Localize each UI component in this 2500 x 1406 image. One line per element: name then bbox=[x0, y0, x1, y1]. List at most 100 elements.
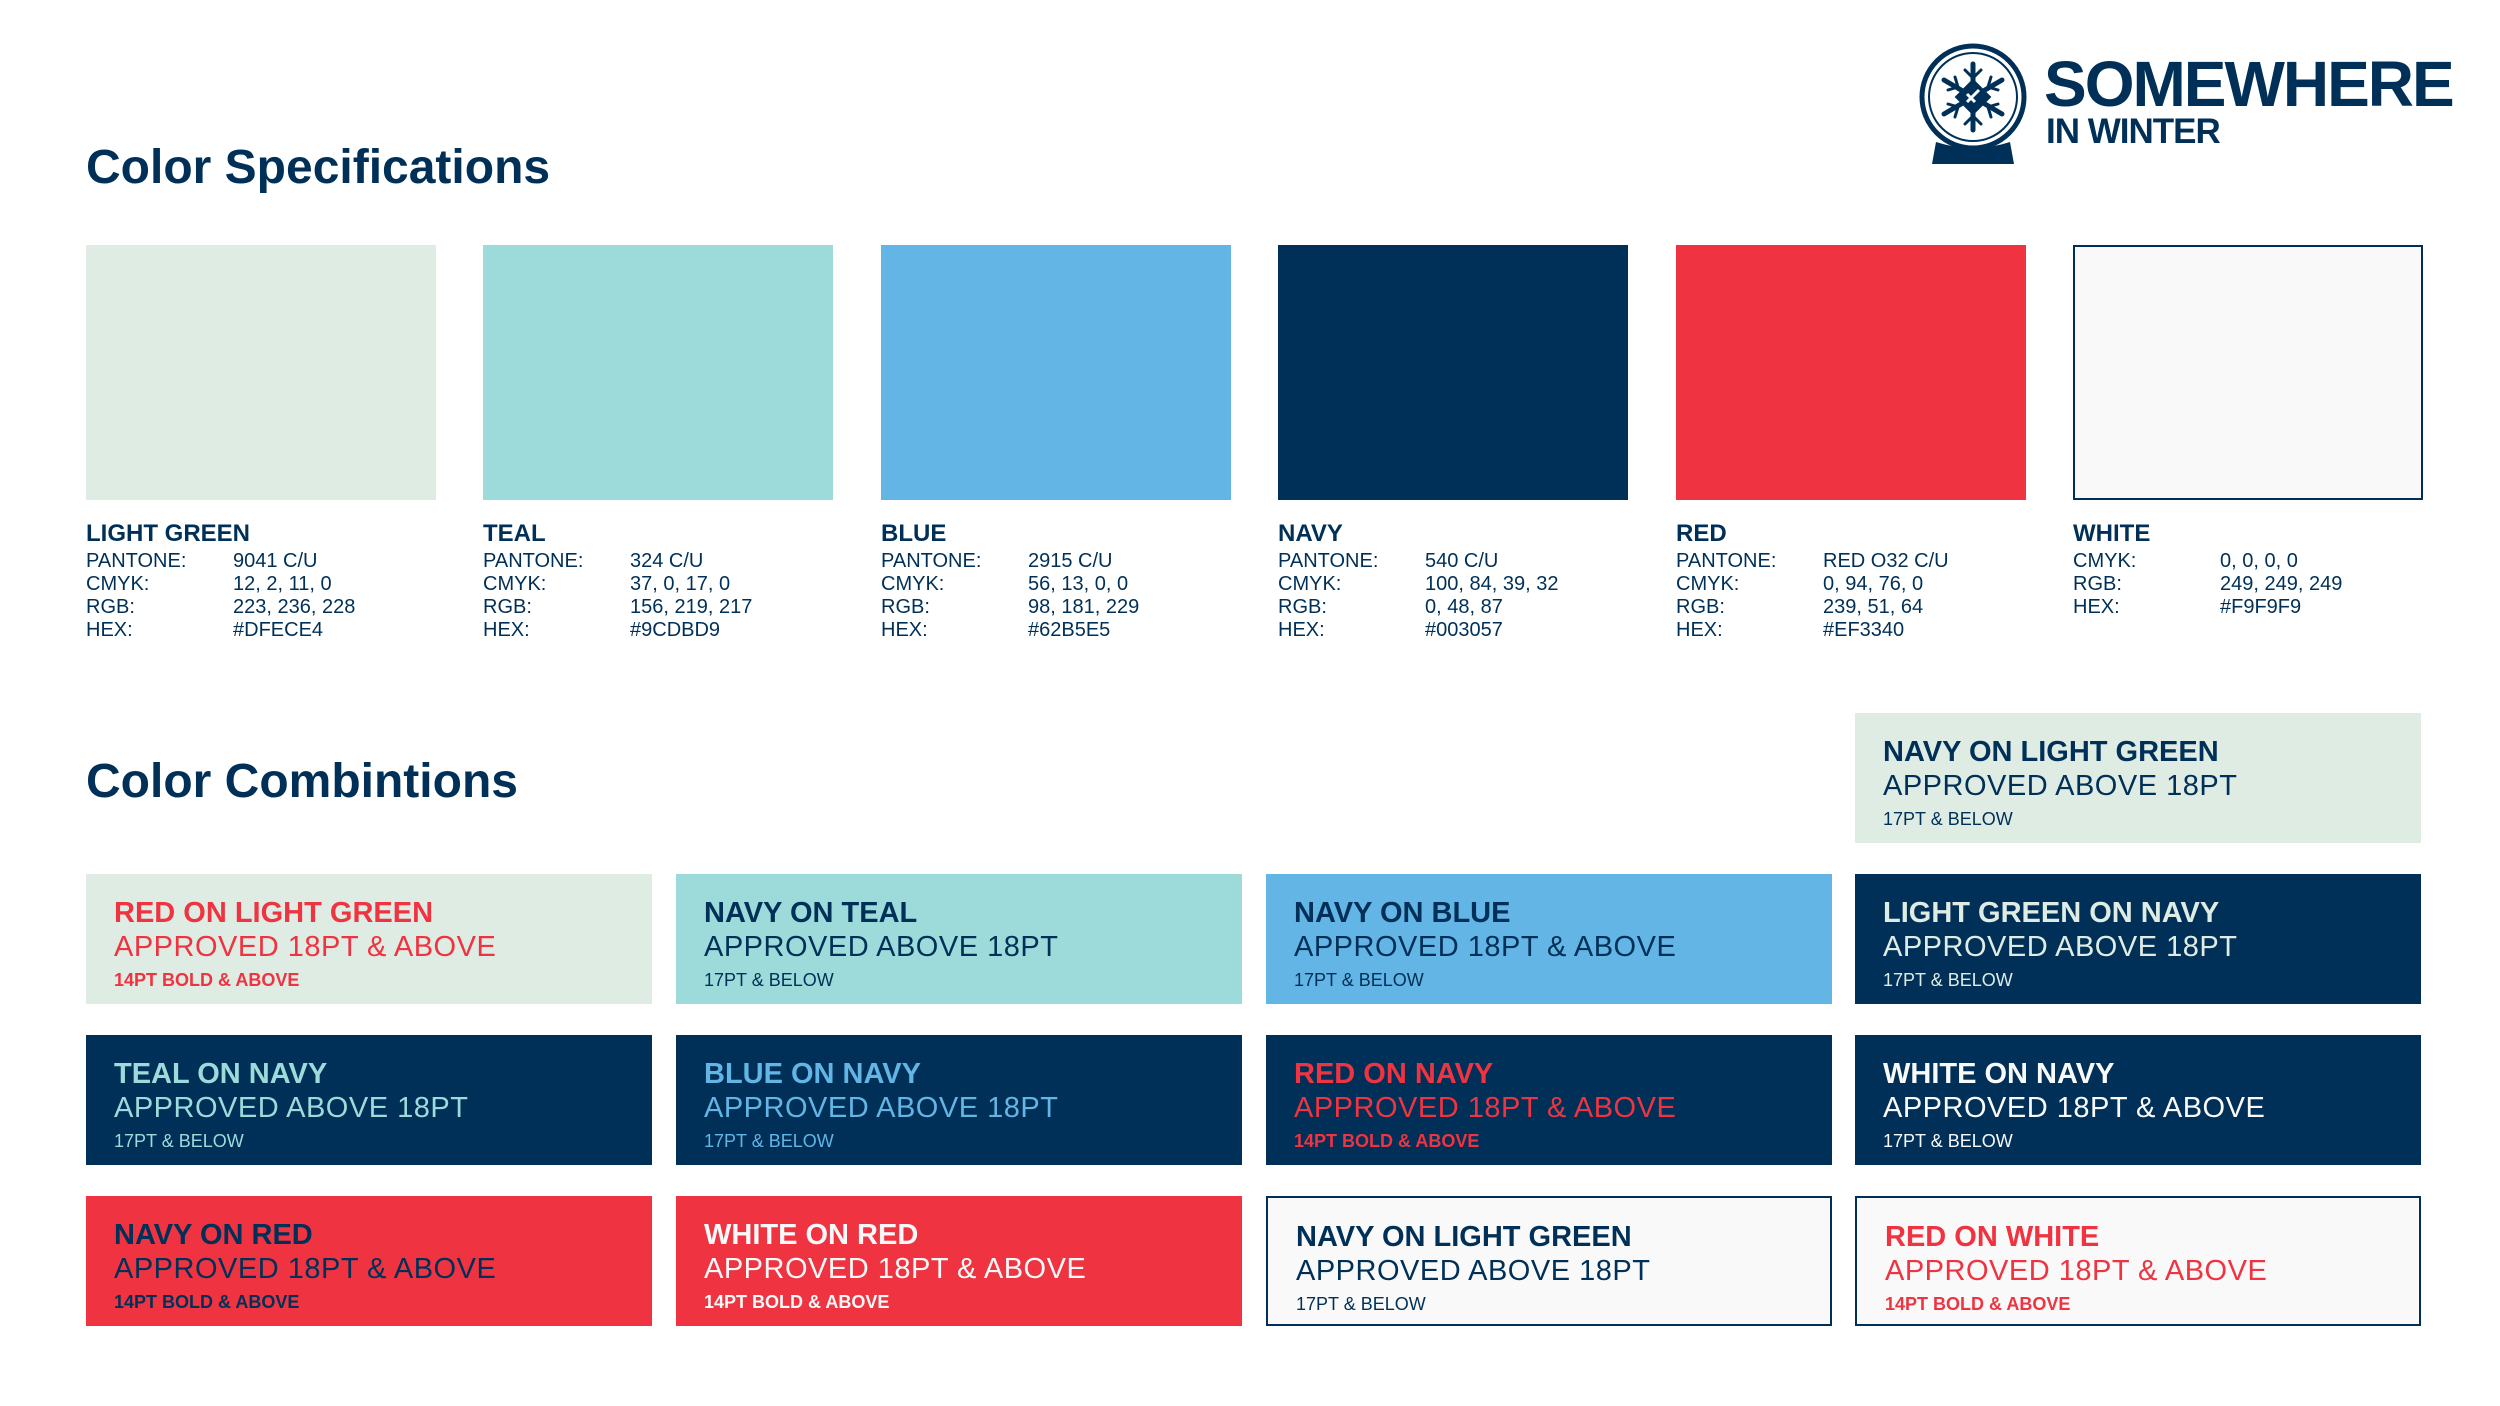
combo-approved: APPROVED 18PT & ABOVE bbox=[1885, 1255, 2268, 1287]
combo-approved: APPROVED ABOVE 18PT bbox=[704, 931, 1059, 963]
spec-label: PANTONE: bbox=[1278, 550, 1379, 572]
swatch-blue bbox=[881, 245, 1231, 500]
combo-title: RED ON NAVY bbox=[1294, 1058, 1494, 1090]
combo-small-size: 14PT BOLD & ABOVE bbox=[1294, 1131, 1480, 1151]
swatch-white bbox=[2073, 245, 2423, 500]
combo-white-on-red: WHITE ON RED APPROVED 18PT & ABOVE 14PT … bbox=[676, 1196, 1242, 1326]
combo-approved: APPROVED 18PT & ABOVE bbox=[1883, 1092, 2266, 1124]
color-name: NAVY bbox=[1278, 520, 1343, 547]
spec-row: PANTONE: 540 C/U bbox=[1278, 550, 1658, 573]
spec-label: HEX: bbox=[1676, 619, 1723, 641]
spec-label: RGB: bbox=[1278, 596, 1327, 618]
color-specifications-heading: Color Specifications bbox=[86, 141, 551, 194]
combo-navy-on-light-green: NAVY ON LIGHT GREEN APPROVED ABOVE 18PT … bbox=[1855, 713, 2421, 843]
combo-approved: APPROVED ABOVE 18PT bbox=[704, 1092, 1059, 1124]
combo-small-size: 17PT & BELOW bbox=[704, 1131, 834, 1151]
combo-title: BLUE ON NAVY bbox=[704, 1058, 921, 1090]
spec-value: 324 C/U bbox=[630, 550, 704, 572]
spec-value: #62B5E5 bbox=[1028, 619, 1111, 641]
spec-label: PANTONE: bbox=[881, 550, 982, 572]
spec-row: HEX: #62B5E5 bbox=[881, 619, 1261, 642]
color-name: WHITE bbox=[2073, 520, 2151, 547]
spec-label: HEX: bbox=[483, 619, 530, 641]
snow-globe-icon bbox=[1919, 43, 2027, 164]
spec-row: HEX: #DFECE4 bbox=[86, 619, 466, 642]
spec-row: HEX: #003057 bbox=[1278, 619, 1658, 642]
spec-label: RGB: bbox=[2073, 573, 2122, 595]
combo-approved: APPROVED ABOVE 18PT bbox=[1883, 931, 2238, 963]
spec-row: CMYK: 12, 2, 11, 0 bbox=[86, 573, 466, 596]
combo-title: RED ON WHITE bbox=[1885, 1221, 2100, 1253]
spec-label: CMYK: bbox=[1278, 573, 1342, 595]
color-name: LIGHT GREEN bbox=[86, 520, 251, 547]
spec-row: HEX: #EF3340 bbox=[1676, 619, 2056, 642]
spec-label: PANTONE: bbox=[483, 550, 584, 572]
swatch-light-green bbox=[86, 245, 436, 500]
spec-value: 9041 C/U bbox=[233, 550, 318, 572]
combo-light-green-on-navy: LIGHT GREEN ON NAVY APPROVED ABOVE 18PT … bbox=[1855, 874, 2421, 1004]
spec-row: PANTONE: 9041 C/U bbox=[86, 550, 466, 573]
spec-row: PANTONE: 324 C/U bbox=[483, 550, 863, 573]
combo-title: NAVY ON RED bbox=[114, 1219, 313, 1251]
combo-small-size: 17PT & BELOW bbox=[1296, 1294, 1426, 1314]
combo-title: NAVY ON BLUE bbox=[1294, 897, 1511, 929]
spec-row: RGB: 98, 181, 229 bbox=[881, 596, 1261, 619]
combo-approved: APPROVED 18PT & ABOVE bbox=[114, 1253, 497, 1285]
combo-approved: APPROVED ABOVE 18PT bbox=[1296, 1255, 1651, 1287]
swatch-teal bbox=[483, 245, 833, 500]
combo-small-size: 17PT & BELOW bbox=[1883, 1131, 2013, 1151]
spec-value: 0, 0, 0, 0 bbox=[2220, 550, 2298, 572]
combo-small-size: 17PT & BELOW bbox=[1883, 809, 2013, 829]
spec-value: 56, 13, 0, 0 bbox=[1028, 573, 1129, 595]
spec-teal: TEAL PANTONE: 324 C/U CMYK: 37, 0, 17, 0 R… bbox=[483, 522, 863, 642]
combo-approved: APPROVED 18PT & ABOVE bbox=[704, 1253, 1087, 1285]
spec-value: #9CDBD9 bbox=[630, 619, 721, 641]
spec-label: RGB: bbox=[1676, 596, 1725, 618]
combo-title: WHITE ON RED bbox=[704, 1219, 919, 1251]
spec-value: 239, 51, 64 bbox=[1823, 596, 1924, 618]
combo-title: RED ON LIGHT GREEN bbox=[114, 897, 434, 929]
combo-approved: APPROVED 18PT & ABOVE bbox=[114, 931, 497, 963]
spec-row: RGB: 0, 48, 87 bbox=[1278, 596, 1658, 619]
spec-white: WHITE CMYK: 0, 0, 0, 0 RGB: 249, 249, 249 … bbox=[2073, 522, 2453, 619]
spec-value: 156, 219, 217 bbox=[630, 596, 753, 618]
combo-red-on-navy: RED ON NAVY APPROVED 18PT & ABOVE 14PT B… bbox=[1266, 1035, 1832, 1165]
combo-navy-on-white: NAVY ON LIGHT GREEN APPROVED ABOVE 18PT … bbox=[1266, 1196, 1832, 1326]
combo-small-size: 14PT BOLD & ABOVE bbox=[114, 1292, 300, 1312]
spec-value: 0, 94, 76, 0 bbox=[1823, 573, 1924, 595]
spec-value: #F9F9F9 bbox=[2220, 596, 2302, 618]
spec-row: RGB: 223, 236, 228 bbox=[86, 596, 466, 619]
swatch-navy bbox=[1278, 245, 1628, 500]
spec-value: 249, 249, 249 bbox=[2220, 573, 2343, 595]
combo-small-size: 14PT BOLD & ABOVE bbox=[114, 970, 300, 990]
spec-label: PANTONE: bbox=[1676, 550, 1777, 572]
combo-title: NAVY ON TEAL bbox=[704, 897, 918, 929]
combo-title: NAVY ON LIGHT GREEN bbox=[1296, 1221, 1632, 1253]
spec-label: HEX: bbox=[1278, 619, 1325, 641]
combo-title: NAVY ON LIGHT GREEN bbox=[1883, 736, 2219, 768]
spec-label: HEX: bbox=[881, 619, 928, 641]
spec-label: CMYK: bbox=[2073, 550, 2137, 572]
combo-small-size: 17PT & BELOW bbox=[704, 970, 834, 990]
spec-row: RGB: 249, 249, 249 bbox=[2073, 573, 2453, 596]
combo-approved: APPROVED 18PT & ABOVE bbox=[1294, 1092, 1677, 1124]
combo-title: LIGHT GREEN ON NAVY bbox=[1883, 897, 2220, 929]
spec-value: #EF3340 bbox=[1823, 619, 1905, 641]
spec-row: CMYK: 37, 0, 17, 0 bbox=[483, 573, 863, 596]
spec-label: CMYK: bbox=[1676, 573, 1740, 595]
spec-label: CMYK: bbox=[881, 573, 945, 595]
spec-row: PANTONE: RED O32 C/U bbox=[1676, 550, 2056, 573]
color-name: BLUE bbox=[881, 520, 947, 547]
spec-row: RGB: 156, 219, 217 bbox=[483, 596, 863, 619]
logo-title: SOMEWHERE bbox=[2044, 48, 2455, 120]
spec-row: CMYK: 0, 94, 76, 0 bbox=[1676, 573, 2056, 596]
spec-value: #003057 bbox=[1425, 619, 1503, 641]
combo-title: WHITE ON NAVY bbox=[1883, 1058, 2115, 1090]
spec-row: CMYK: 0, 0, 0, 0 bbox=[2073, 550, 2453, 573]
combo-approved: APPROVED 18PT & ABOVE bbox=[1294, 931, 1677, 963]
combo-approved: APPROVED ABOVE 18PT bbox=[1883, 770, 2238, 802]
combo-small-size: 14PT BOLD & ABOVE bbox=[1885, 1294, 2071, 1314]
combo-small-size: 17PT & BELOW bbox=[1294, 970, 1424, 990]
spec-blue: BLUE PANTONE: 2915 C/U CMYK: 56, 13, 0, 0 … bbox=[881, 522, 1261, 642]
spec-row: HEX: #F9F9F9 bbox=[2073, 596, 2453, 619]
